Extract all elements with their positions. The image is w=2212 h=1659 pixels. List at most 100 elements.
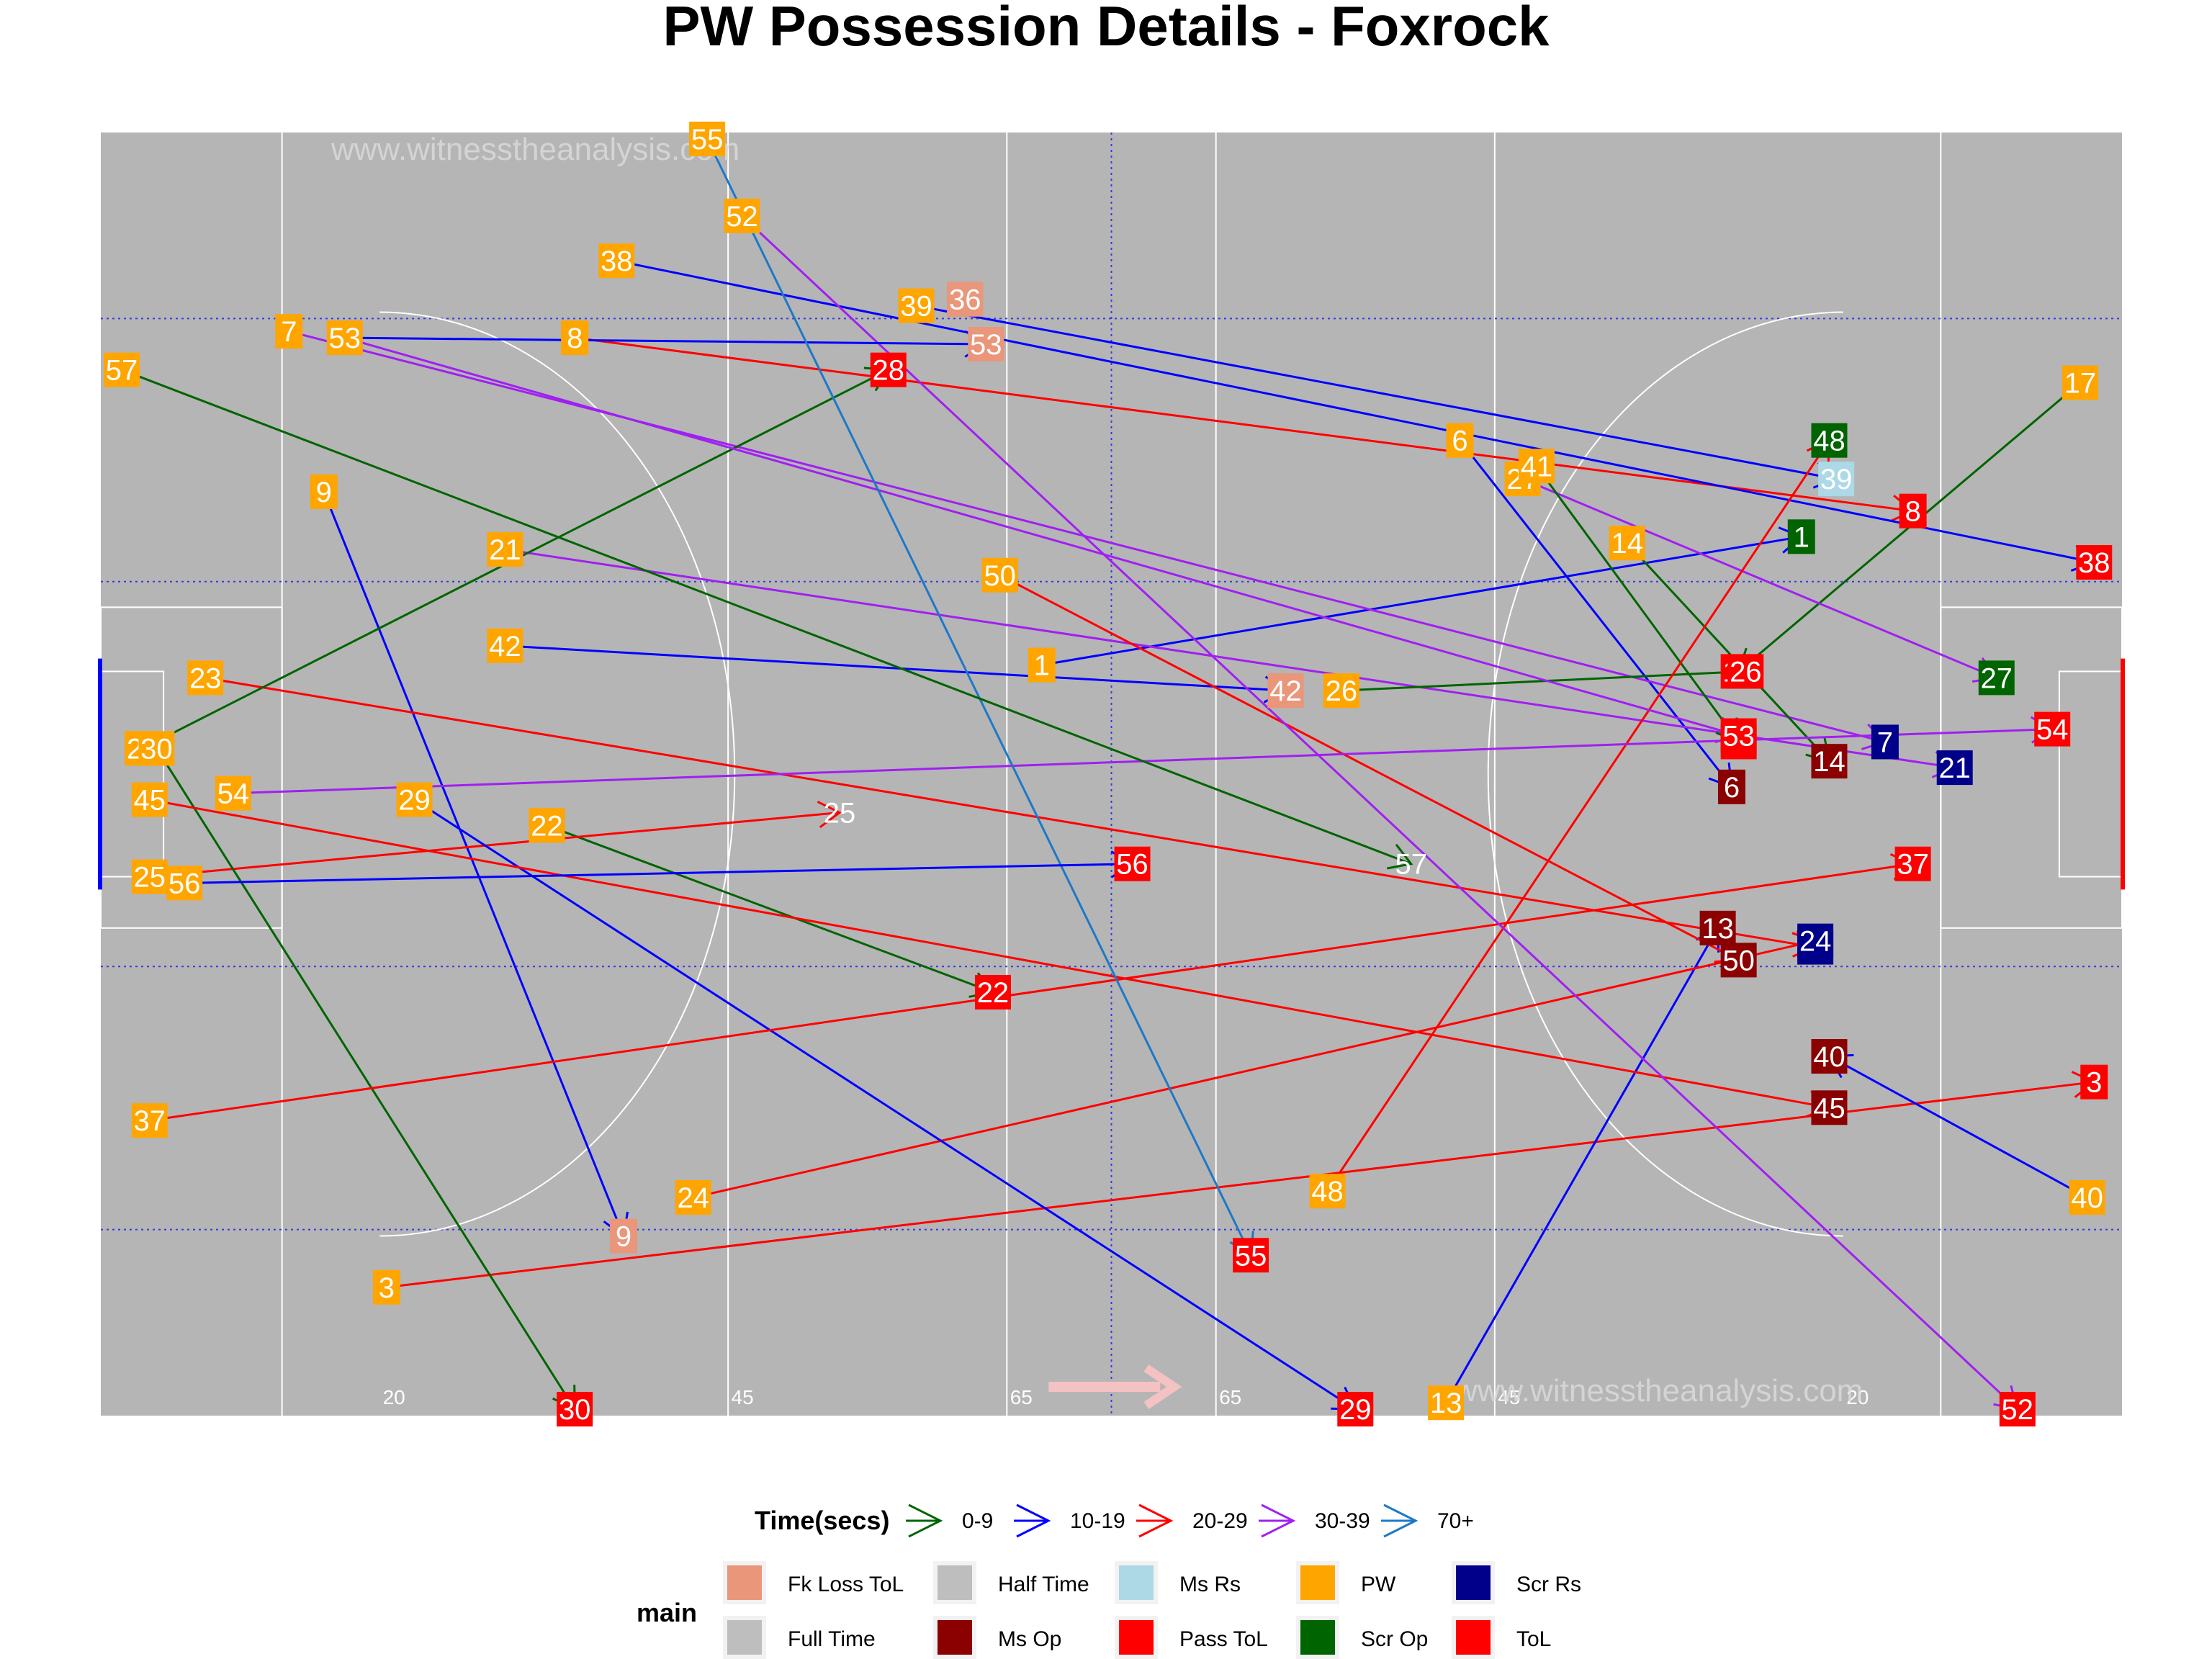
start-label-box [1609, 526, 1645, 561]
start-label-box [675, 1180, 711, 1215]
end-label: 28 [873, 355, 905, 387]
end-label: 57 [1395, 849, 1427, 881]
start-label: 23 [189, 662, 222, 694]
end-label: 53 [1722, 721, 1755, 752]
end-label-box [1999, 1392, 2036, 1427]
legend-main-label: Scr Rs [1516, 1573, 1581, 1596]
watermark: www.witnesstheanalysis.com [1454, 1373, 1863, 1408]
legend-main-swatch [938, 1565, 972, 1600]
start-label: 21 [489, 534, 521, 566]
end-label: 55 [1235, 1240, 1267, 1272]
possession-line [999, 574, 1740, 961]
end-label-box [1727, 654, 1764, 689]
yard-label: 20 [1846, 1386, 1869, 1408]
left-arc [379, 311, 736, 1237]
possession-line [204, 676, 1816, 949]
possession-line [741, 215, 2018, 1411]
end-label: 21 [1938, 752, 1971, 784]
start-label: 24 [677, 1182, 709, 1214]
start-label: 39 [900, 291, 932, 323]
end-label: 38 [2078, 547, 2110, 579]
start-label: 38 [601, 246, 633, 277]
end-label-box [947, 282, 984, 317]
start-label-box [689, 121, 726, 156]
end-label: 45 [1813, 1092, 1845, 1124]
start-label-box [898, 288, 935, 323]
start-label: 56 [168, 868, 201, 899]
chart-title: PW Possession Details - Foxrock [662, 0, 1550, 58]
end-label: 13 [1701, 913, 1734, 945]
end-label-box [2034, 711, 2071, 747]
legend-main-swatch [1119, 1565, 1154, 1600]
possession-arrowhead [1387, 843, 1413, 870]
start-label-box [724, 198, 760, 233]
start-label-box [131, 782, 168, 817]
end-label-box [1114, 846, 1151, 881]
possession-line [693, 940, 1816, 1199]
legend-main-swatch [727, 1565, 762, 1600]
legend-main-label: PW [1361, 1573, 1396, 1596]
start-label: 7 [281, 316, 297, 348]
possession-line [1341, 670, 1746, 692]
end-label: 48 [1813, 426, 1845, 457]
start-label: 29 [398, 785, 431, 817]
start-label-box [487, 532, 523, 567]
legend-main-label: Ms Op [998, 1627, 1061, 1651]
end-label: 14 [1813, 746, 1845, 778]
end-label-box [1787, 519, 1815, 554]
possession-line [1459, 439, 1733, 788]
possession-line [575, 336, 1913, 513]
legend-main-swatch [938, 1620, 972, 1655]
start-label-box [310, 474, 338, 509]
end-label-box [2076, 544, 2113, 580]
legend-time-label: 20-29 [1192, 1509, 1248, 1533]
possession-line [156, 747, 576, 1410]
end-label: 3 [2086, 1067, 2102, 1099]
possession-line [505, 548, 1955, 769]
start-label: 37 [134, 1105, 166, 1137]
start-label: 14 [1611, 528, 1644, 559]
start-label: 42 [489, 631, 521, 662]
end-label-box [1811, 423, 1848, 458]
end-label-box [1818, 462, 1855, 497]
start-label: 50 [984, 560, 1016, 592]
legend-time-label: 0-9 [962, 1509, 993, 1533]
end-label: 36 [949, 284, 981, 316]
end-label: 24 [1799, 926, 1832, 958]
end-label-box [1811, 744, 1848, 779]
start-label: 52 [726, 201, 758, 233]
end-label-box [2080, 1064, 2108, 1100]
possession-line [1535, 465, 1740, 743]
start-label: 22 [531, 810, 563, 842]
legend: Time(secs) 0-9 10-19 20-29 30-39 70+ main Fk Lo… [637, 1503, 1581, 1659]
start-label: 8 [567, 323, 583, 354]
start-label-box [1518, 449, 1555, 484]
start-label-box [561, 320, 589, 356]
yard-label: 65 [1010, 1386, 1033, 1408]
end-label-box [1797, 923, 1834, 958]
end-label: 26 [1730, 656, 1762, 688]
end-label: 50 [1722, 945, 1755, 976]
legend-main-swatch [1456, 1620, 1491, 1655]
end-label-box [1936, 750, 1973, 786]
right-goal [2121, 658, 2125, 890]
legend-main-label: Pass ToL [1179, 1627, 1268, 1651]
possession-line [413, 799, 1357, 1411]
end-label: 30 [559, 1394, 591, 1426]
start-label-box [215, 775, 251, 811]
start-label: 6 [1452, 426, 1467, 457]
legend-time-label: 70+ [1437, 1509, 1474, 1533]
possession-line [288, 330, 1886, 743]
start-label: 1 [1034, 650, 1050, 682]
end-label: 7 [1877, 727, 1893, 758]
possession-arrowhead [817, 801, 842, 829]
end-label-box [1899, 493, 1927, 529]
possession-line [1444, 927, 1719, 1403]
end-label: 1 [1794, 521, 1809, 553]
end-label-box [1720, 943, 1757, 978]
end-label: 25 [824, 797, 856, 829]
end-label-box [1233, 1238, 1269, 1273]
legend-time-label: 30-39 [1315, 1509, 1370, 1533]
possession-line [1828, 1055, 2088, 1199]
